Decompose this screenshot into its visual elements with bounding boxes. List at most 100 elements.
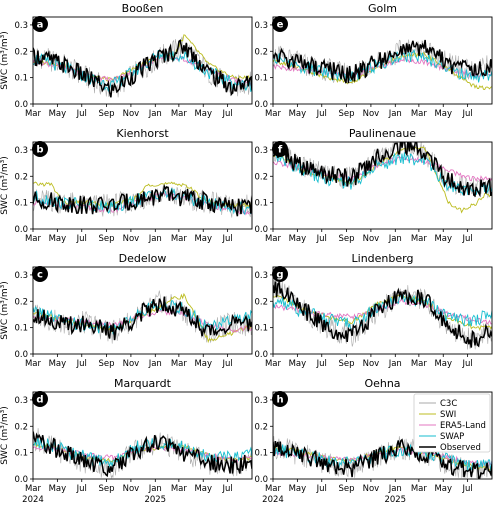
plot-frame — [32, 266, 253, 355]
x-tick-label: May — [289, 234, 307, 244]
x-tick-label: Jan — [388, 484, 402, 494]
series-observed — [273, 142, 492, 198]
x-tick-label: Nov — [363, 484, 380, 494]
series-observed — [273, 281, 492, 348]
x-year-label: 2024 — [262, 495, 284, 505]
plot-area — [33, 428, 252, 479]
panel-e: Golm 0.0 0.1 0.2 0.3 Mar May Jul Sep Nov Jan Mar May… — [254, 2, 493, 119]
legend-label: Observed — [440, 443, 481, 453]
series-observed — [33, 39, 252, 98]
y-tick-label: 0.1 — [254, 449, 268, 459]
x-tick-label: Mar — [25, 234, 42, 244]
series-c3c — [273, 436, 492, 479]
y-tick-label: 0.0 — [254, 350, 268, 360]
y-tick-label: 0.2 — [254, 172, 268, 182]
panel-letter: h — [276, 395, 283, 406]
plot-area — [273, 278, 492, 350]
y-tick-label: 0.0 — [14, 350, 28, 360]
x-tick-label: Jul — [461, 234, 472, 244]
x-tick-label: Mar — [171, 234, 188, 244]
series-swap — [33, 187, 252, 216]
panel-title: Dedelow — [119, 252, 167, 265]
x-tick-label: Jul — [221, 109, 232, 119]
x-tick-label: Mar — [411, 109, 428, 119]
panel-title: Oehna — [364, 377, 400, 390]
series-observed — [33, 296, 252, 341]
panel-title: Paulinenaue — [349, 127, 416, 140]
x-tick-label: Mar — [265, 484, 282, 494]
x-tick-label: May — [434, 234, 452, 244]
y-tick-label: 0.2 — [14, 47, 28, 57]
plot-frame — [32, 141, 253, 230]
panel-d: Marquardt 0.0 0.1 0.2 0.3 SWC (m³/m³) Mar May Ju… — [0, 377, 253, 505]
plot-frame — [272, 266, 493, 355]
y-axis-label: SWC (m³/m³) — [0, 156, 10, 215]
x-tick-label: May — [289, 359, 307, 369]
x-tick-label: Mar — [171, 109, 188, 119]
panel-b: Kienhorst 0.0 0.1 0.2 0.3 SWC (m³/m³) Mar May Ju… — [0, 127, 253, 244]
x-tick-label: Jan — [148, 109, 162, 119]
x-tick-label: May — [434, 484, 452, 494]
series-c3c — [273, 278, 492, 350]
panel-f: Paulinenaue 0.0 0.1 0.2 0.3 Mar May Jul Sep Nov Ja… — [254, 127, 493, 244]
series-observed — [33, 184, 252, 217]
x-tick-label: May — [289, 109, 307, 119]
x-tick-label: May — [289, 484, 307, 494]
x-tick-label: Jan — [388, 234, 402, 244]
x-tick-label: Jul — [316, 234, 327, 244]
x-tick-label: May — [194, 109, 212, 119]
plot-area — [273, 39, 492, 90]
y-tick-label: 0.0 — [14, 100, 28, 110]
legend-box — [413, 393, 491, 453]
plot-frame — [272, 391, 493, 480]
x-tick-label: Sep — [99, 359, 115, 369]
legend-label: ERA5-Land — [440, 421, 486, 431]
plot-area — [273, 142, 492, 214]
x-tick-label: May — [49, 359, 67, 369]
panel-letter: d — [36, 395, 43, 406]
x-tick-label: May — [194, 234, 212, 244]
y-tick-label: 0.3 — [14, 271, 28, 281]
x-tick-label: Sep — [339, 484, 355, 494]
x-tick-label: Sep — [339, 234, 355, 244]
x-tick-label: May — [49, 484, 67, 494]
x-tick-label: Sep — [99, 484, 115, 494]
x-year-label: 2024 — [22, 495, 44, 505]
panel-letter-badge — [32, 266, 48, 282]
panel-title: Golm — [368, 2, 397, 15]
x-tick-label: Mar — [265, 234, 282, 244]
y-tick-label: 0.1 — [14, 74, 28, 84]
x-tick-label: Jan — [148, 484, 162, 494]
x-tick-label: Mar — [411, 484, 428, 494]
y-axis-label: SWC (m³/m³) — [0, 31, 10, 90]
x-tick-label: Jul — [221, 484, 232, 494]
plot-area — [33, 290, 252, 344]
x-tick-label: May — [434, 359, 452, 369]
x-tick-label: Nov — [363, 359, 380, 369]
x-tick-label: Sep — [339, 359, 355, 369]
y-tick-label: 0.2 — [14, 172, 28, 182]
y-tick-label: 0.0 — [254, 475, 268, 485]
y-tick-label: 0.1 — [254, 199, 268, 209]
panel-letter: f — [278, 145, 283, 156]
panel-letter-badge — [272, 141, 288, 157]
y-tick-label: 0.1 — [254, 324, 268, 334]
x-tick-label: Nov — [363, 234, 380, 244]
x-tick-label: Sep — [339, 109, 355, 119]
y-tick-label: 0.3 — [254, 271, 268, 281]
x-tick-label: Mar — [25, 109, 42, 119]
x-year-label: 2025 — [144, 495, 166, 505]
y-tick-label: 0.2 — [254, 422, 268, 432]
x-tick-label: Sep — [99, 234, 115, 244]
panel-g: Lindenberg 0.0 0.1 0.2 0.3 Mar May Jul Sep Nov Jan… — [254, 252, 493, 369]
y-tick-label: 0.3 — [254, 21, 268, 31]
y-tick-label: 0.1 — [14, 449, 28, 459]
y-tick-label: 0.1 — [14, 324, 28, 334]
y-tick-label: 0.0 — [14, 475, 28, 485]
panel-letter-badge — [32, 16, 48, 32]
x-tick-label: Jul — [221, 359, 232, 369]
series-swi — [273, 445, 492, 471]
y-tick-label: 0.0 — [254, 225, 268, 235]
